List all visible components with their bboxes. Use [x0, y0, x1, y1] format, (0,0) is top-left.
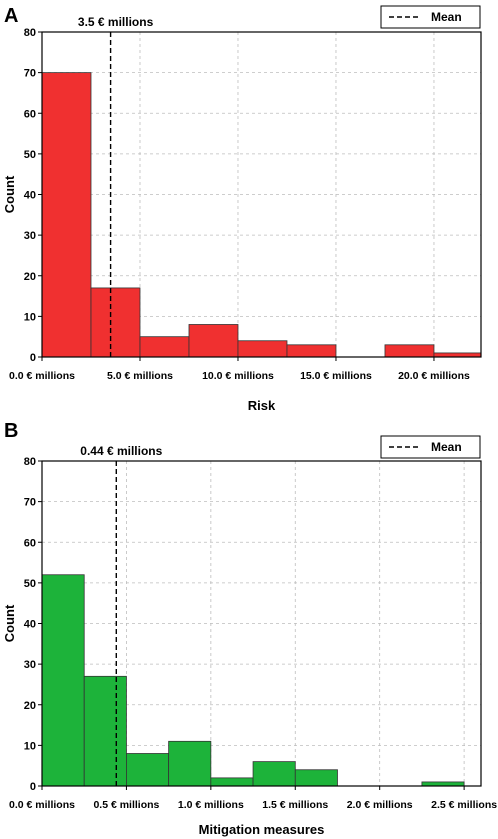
histogram-bar [210, 777, 254, 787]
histogram-bar [83, 675, 127, 787]
y-tick-label: 20 [24, 271, 36, 283]
histogram-bar [421, 781, 465, 787]
y-tick-label: 10 [24, 740, 36, 752]
y-tick-label: 50 [24, 149, 36, 161]
y-axis-title: Count [2, 175, 17, 213]
y-tick-label: 20 [24, 700, 36, 712]
panel-a: A 0 10 20 30 40 50 60 70 80 0.0 € millions 5.0 € mi… [2, 5, 482, 413]
histogram-bar [252, 761, 296, 787]
x-tick-label: 2.5 € millions [431, 799, 497, 811]
histogram-bar [188, 324, 239, 358]
x-tick-label: 10.0 € millions [202, 370, 274, 382]
x-axis-title: Risk [248, 398, 276, 413]
y-tick-label: 10 [24, 311, 36, 323]
histogram-bar [237, 340, 288, 358]
y-tick-label: 40 [24, 619, 36, 631]
legend: Mean [380, 5, 481, 29]
x-tick-label: 2.0 € millions [347, 799, 413, 811]
histogram-bar [90, 287, 141, 358]
y-tick-label: 60 [24, 108, 36, 120]
x-tick-label: 20.0 € millions [398, 370, 470, 382]
y-tick-label: 30 [24, 230, 36, 242]
histogram-bar [286, 344, 337, 358]
x-tick-label: 0.5 € millions [93, 799, 159, 811]
y-tick-label: 30 [24, 659, 36, 671]
legend-label: Mean [431, 10, 462, 24]
y-tick-label: 50 [24, 578, 36, 590]
mean-annotation: 0.44 € millions [80, 444, 162, 458]
legend-box [380, 5, 481, 29]
y-tick-label: 40 [24, 190, 36, 202]
x-tick-label: 1.0 € millions [178, 799, 244, 811]
x-tick-label: 0.0 € millions [9, 370, 75, 382]
histogram-bar [168, 740, 212, 787]
histogram-bar [384, 344, 435, 358]
y-tick-label: 60 [24, 537, 36, 549]
legend: Mean [380, 435, 481, 459]
x-tick-label: 0.0 € millions [9, 799, 75, 811]
y-tick-label: 0 [30, 352, 36, 364]
histogram-bar [294, 769, 338, 787]
y-axis-title: Count [2, 604, 17, 642]
y-tick-label: 70 [24, 68, 36, 80]
y-tick-label: 80 [24, 456, 36, 468]
panel-b: B 0 10 20 30 40 50 60 70 80 0.0 € millions 0.5 € mi… [2, 420, 497, 837]
histogram-bar [41, 72, 92, 358]
x-tick-label: 5.0 € millions [107, 370, 173, 382]
histogram-bar [139, 336, 190, 358]
panel-label: B [4, 420, 18, 442]
legend-label: Mean [431, 440, 462, 454]
panel-label: A [4, 5, 18, 27]
x-tick-label: 15.0 € millions [300, 370, 372, 382]
histogram-bar [433, 352, 482, 358]
histogram-bar [126, 753, 170, 787]
x-tick-label: 1.5 € millions [262, 799, 328, 811]
x-axis-title: Mitigation measures [199, 822, 325, 837]
y-tick-label: 0 [30, 781, 36, 793]
y-tick-label: 80 [24, 27, 36, 39]
legend-box [380, 435, 481, 459]
y-tick-label: 70 [24, 497, 36, 509]
histogram-bar [41, 574, 85, 787]
mean-annotation: 3.5 € millions [78, 15, 154, 29]
